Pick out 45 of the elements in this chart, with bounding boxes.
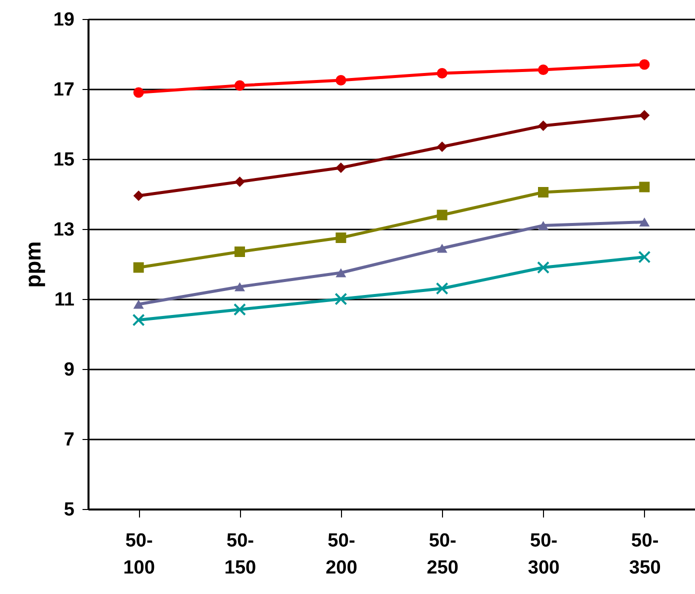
point <box>537 261 550 274</box>
point <box>132 314 145 326</box>
point <box>436 142 448 152</box>
point <box>639 217 650 227</box>
point <box>538 120 548 131</box>
point <box>234 303 246 316</box>
point <box>638 250 651 264</box>
point <box>336 162 346 173</box>
x-tick-label: 50-350 <box>629 530 661 578</box>
point <box>234 282 245 292</box>
x-tick-label: 50-300 <box>528 530 560 578</box>
point <box>436 244 448 253</box>
point <box>234 176 245 187</box>
y-tick-label: 15 <box>53 150 75 170</box>
y-tick-label: 13 <box>53 220 74 240</box>
x-tick-label: 50-100 <box>123 530 155 578</box>
point <box>639 59 650 70</box>
point <box>436 210 448 220</box>
point <box>133 300 144 309</box>
point <box>336 268 346 278</box>
point <box>436 68 448 78</box>
point <box>133 87 144 98</box>
y-tick-label: 5 <box>64 500 75 520</box>
point <box>234 246 245 257</box>
point <box>538 187 548 198</box>
point <box>538 64 548 75</box>
point <box>639 110 650 120</box>
y-tick-label: 9 <box>64 360 74 380</box>
point <box>639 182 650 192</box>
point <box>436 282 448 295</box>
point <box>334 292 348 306</box>
point <box>336 75 346 86</box>
point <box>133 190 144 201</box>
x-tick-label: 50-250 <box>426 530 458 578</box>
point <box>336 232 346 243</box>
point <box>538 220 548 230</box>
y-tick-label: 17 <box>53 80 74 100</box>
y-tick-label: 7 <box>64 430 74 450</box>
point <box>133 262 144 273</box>
y-tick-label: 19 <box>53 10 74 30</box>
x-tick-label: 50-200 <box>326 530 358 578</box>
y-tick-label: 11 <box>54 290 75 310</box>
y-axis-title: ppm <box>20 241 46 288</box>
x-tick-label: 50-150 <box>224 530 256 578</box>
point <box>234 80 245 91</box>
